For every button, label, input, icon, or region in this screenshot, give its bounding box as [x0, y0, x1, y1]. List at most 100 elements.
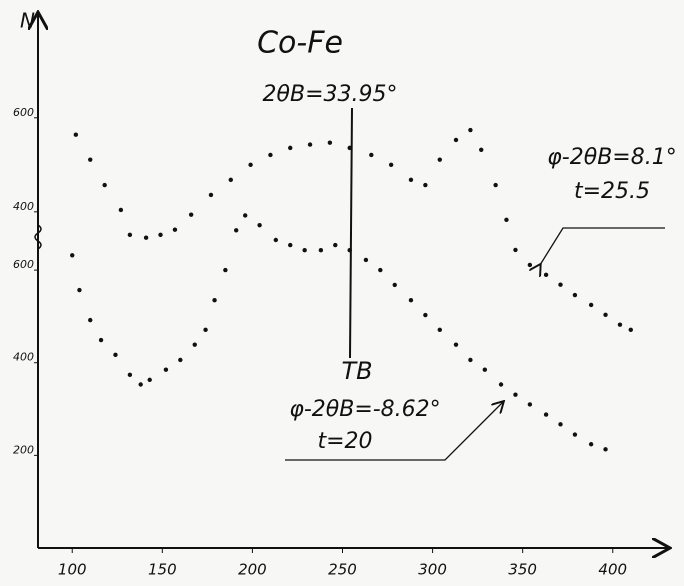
data-point [318, 247, 324, 253]
data-point [70, 253, 75, 258]
data-point [468, 127, 473, 133]
data-point [572, 292, 578, 298]
data-point [288, 242, 293, 248]
data-point [242, 213, 248, 218]
data-point [158, 232, 163, 238]
data-point [437, 157, 442, 162]
data-point [77, 287, 82, 293]
data-point [163, 367, 169, 372]
annotation: t=25.5 [574, 179, 650, 204]
data-point [628, 327, 633, 333]
x-tick-label: 250 [328, 561, 357, 579]
data-point [268, 152, 273, 158]
data-point [192, 342, 197, 347]
data-point [468, 357, 473, 363]
data-point [307, 142, 313, 147]
data-point [588, 302, 594, 308]
data-point [248, 162, 253, 168]
data-point [617, 322, 623, 327]
data-point [437, 327, 442, 333]
data-point [543, 272, 549, 278]
data-point [98, 337, 104, 343]
data-point [88, 157, 93, 162]
data-point [143, 235, 149, 240]
y2-tick-label: 600 [13, 106, 34, 119]
x-tick-label: 100 [58, 561, 87, 579]
data-point [482, 367, 488, 372]
data-point [228, 177, 233, 183]
data-point [102, 182, 107, 188]
annotation: φ-2θB=8.1° [547, 145, 676, 170]
data-point [498, 382, 504, 387]
data-point [273, 237, 279, 243]
data-point [347, 145, 352, 151]
x-tick-label: 400 [598, 561, 627, 579]
y2-tick-label: 400 [13, 200, 34, 213]
axis-break [34, 224, 42, 250]
data-point [423, 312, 428, 318]
data-point [558, 282, 563, 287]
data-point [588, 442, 594, 447]
data-point [408, 177, 414, 183]
data-point [147, 377, 152, 383]
data-point [513, 247, 518, 253]
annotation: TB [341, 357, 372, 385]
data-point [208, 192, 214, 198]
data-point [302, 247, 307, 253]
data-point [118, 207, 124, 213]
data-point [453, 342, 459, 347]
data-point [378, 267, 383, 273]
annotation: t=20 [317, 429, 372, 454]
leader-line [540, 227, 665, 265]
y-tick-label: 400 [13, 351, 34, 364]
y-label: N [20, 9, 35, 33]
data-point [223, 267, 228, 273]
data-point [369, 152, 374, 158]
data-point [73, 132, 79, 137]
data-point [203, 327, 208, 333]
data-point [504, 217, 509, 223]
x-tick-label: 200 [238, 561, 267, 579]
data-point [558, 422, 563, 427]
x-tick-label: 350 [508, 561, 537, 579]
data-point [527, 262, 533, 268]
data-point [572, 432, 578, 437]
data-point [603, 312, 608, 317]
leader-line [285, 402, 503, 461]
data-point [127, 372, 133, 377]
data-point [388, 162, 394, 168]
data-point [138, 382, 143, 387]
annotation: 2θB=33.95° [263, 82, 398, 107]
data-point [88, 317, 93, 323]
data-point [327, 140, 333, 145]
data-point [172, 227, 178, 232]
data-point [543, 412, 549, 417]
data-point [188, 212, 194, 217]
x-tick-label: 300 [418, 561, 447, 579]
annotation: φ-2θB=-8.62° [289, 397, 440, 422]
data-point [408, 298, 414, 303]
data-point [363, 257, 369, 263]
y-tick-label: 200 [13, 443, 34, 456]
x-tick-label: 150 [148, 561, 177, 579]
data-point [423, 182, 428, 188]
data-point [212, 298, 217, 303]
bragg-line [349, 107, 353, 359]
data-point [233, 228, 239, 233]
data-point [479, 147, 484, 152]
data-point [347, 247, 352, 253]
data-point [493, 182, 498, 188]
data-point [453, 137, 459, 143]
data-point [127, 232, 133, 238]
data-point [333, 242, 338, 248]
chart-title: Co-Fe [257, 26, 343, 61]
y-tick-label: 600 [13, 258, 34, 271]
data-point [257, 222, 262, 228]
data-point [603, 447, 608, 452]
data-point [178, 357, 183, 363]
data-point [113, 352, 118, 358]
data-point [288, 145, 293, 151]
data-point [513, 392, 518, 397]
data-point [527, 402, 533, 407]
